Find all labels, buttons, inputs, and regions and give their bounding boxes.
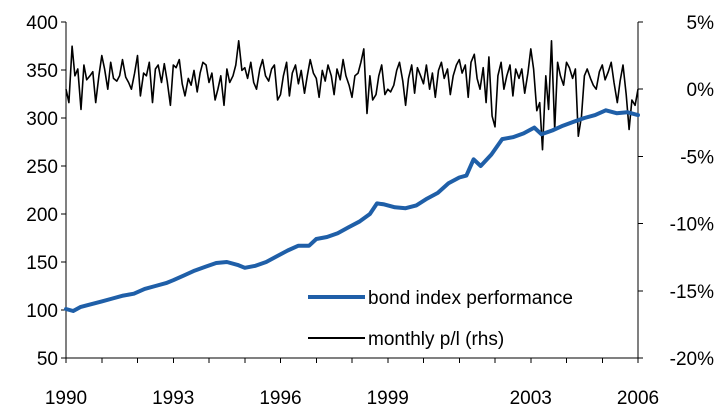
y-right-tick-label: -5% — [680, 147, 714, 168]
x-tick-label: 2006 — [617, 388, 659, 409]
legend: bond index performance monthly p/l (rhs) — [308, 288, 573, 350]
legend-label-pl: monthly p/l (rhs) — [368, 329, 504, 350]
series-line-monthly-pl — [65, 40, 639, 151]
legend-label-bond: bond index performance — [368, 288, 573, 309]
x-tick-label: 1999 — [367, 388, 409, 409]
y-left-tick-label: 200 — [26, 205, 58, 226]
y-right-tick-label: -20% — [670, 349, 714, 370]
y-left-tick-label: 300 — [26, 109, 58, 130]
y-right-tick-label: -15% — [670, 282, 714, 303]
x-tick-label: 1990 — [45, 388, 87, 409]
y-left-tick-label: 50 — [37, 349, 58, 370]
y-left-tick-label: 150 — [26, 253, 58, 274]
y-left-tick-label: 100 — [26, 301, 58, 322]
y-left-tick-label: 250 — [26, 157, 58, 178]
x-tick-label: 2003 — [510, 388, 552, 409]
axes: 400 350 300 250 200 150 100 50 5% 0% -5% -10% -15% -2… — [26, 13, 714, 409]
x-tick-label: 1996 — [259, 388, 301, 409]
series-layer — [64, 40, 640, 313]
y-right-tick-label: -10% — [670, 215, 714, 236]
y-right-tick-label: 0% — [687, 80, 715, 101]
y-left-tick-label: 400 — [26, 13, 58, 34]
y-right-tick-label: 5% — [687, 13, 715, 34]
x-tick-label: 1993 — [152, 388, 194, 409]
series-line-bond-index — [64, 108, 640, 313]
y-left-tick-label: 350 — [26, 61, 58, 82]
